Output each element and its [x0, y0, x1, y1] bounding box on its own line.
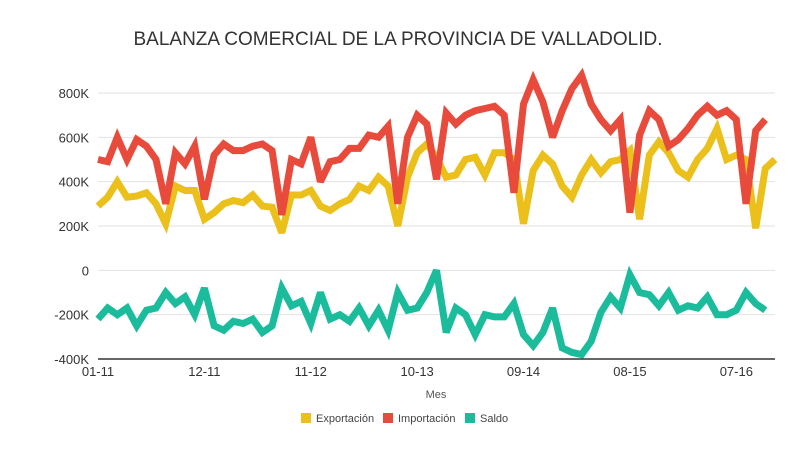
legend-item: Importación: [383, 413, 455, 425]
y-tick-label: 800K: [59, 86, 90, 101]
y-tick-label: -400K: [54, 352, 89, 367]
series-line-2: [97, 67, 768, 216]
legend-swatch: [301, 413, 311, 423]
legend-label: Importación: [398, 413, 455, 425]
legend-item: Exportación: [301, 413, 374, 425]
legend-swatch: [465, 413, 475, 423]
legend-swatch: [383, 413, 393, 423]
chart-title: BALANZA COMERCIAL DE LA PROVINCIA DE VAL…: [133, 29, 662, 50]
x-tick-label: 09-14: [507, 364, 540, 379]
x-tick-label: 10-13: [401, 364, 434, 379]
legend-label: Exportación: [316, 413, 374, 425]
series-line-3: [95, 265, 768, 359]
y-tick-label: 400K: [59, 175, 90, 190]
x-tick-label: 08-15: [613, 364, 646, 379]
legend: Exportación Importación Saldo: [301, 413, 508, 425]
x-tick-label: 07-16: [720, 364, 753, 379]
legend-label: Saldo: [480, 413, 508, 425]
legend-item: Saldo: [465, 413, 508, 425]
y-tick-label: 600K: [59, 130, 90, 145]
x-tick-label: 12-11: [188, 364, 220, 379]
y-tick-label: -200K: [54, 308, 89, 323]
y-axis: -400K -200K 0 200K 400K 600K 800K: [54, 86, 89, 367]
x-tick-label: 01-11: [82, 364, 114, 379]
x-tick-label: 11-12: [295, 364, 327, 379]
grid: [98, 92, 775, 360]
x-axis: 01-11 12-11 11-12 10-13 09-14 08-15 07-16: [82, 358, 775, 379]
series-lines: [95, 67, 778, 359]
y-tick-label: 0: [82, 263, 89, 278]
y-tick-label: 200K: [59, 219, 90, 234]
x-axis-title: Mes: [426, 389, 447, 401]
